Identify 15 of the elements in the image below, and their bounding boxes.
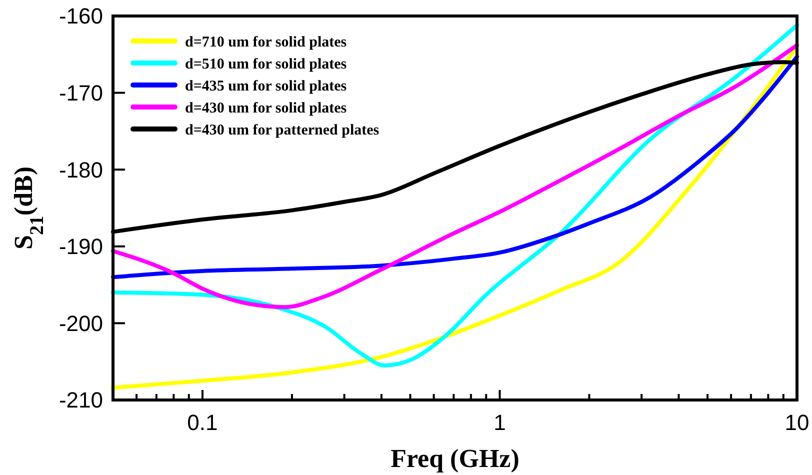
x-axis-title: Freq (GHz): [390, 444, 520, 473]
y-tick-label: -180: [58, 157, 103, 182]
y-tick-label: -200: [58, 310, 103, 336]
y-tick-label: -160: [58, 4, 103, 29]
legend-label: d=510 um for solid plates: [185, 56, 347, 72]
x-tick-label: 10: [784, 410, 810, 435]
y-tick-label: -170: [58, 80, 103, 106]
legend-label: d=435 um for solid plates: [185, 78, 347, 94]
legend-label: d=430 um for patterned plates: [185, 122, 380, 138]
legend-label: d=430 um for solid plates: [185, 100, 347, 116]
legend-label: d=710 um for solid plates: [185, 34, 347, 50]
y-tick-label: -190: [58, 234, 103, 260]
x-tick-label: 0.1: [187, 410, 218, 435]
y-tick-label: -210: [58, 388, 103, 413]
x-tick-label: 1: [494, 410, 506, 435]
